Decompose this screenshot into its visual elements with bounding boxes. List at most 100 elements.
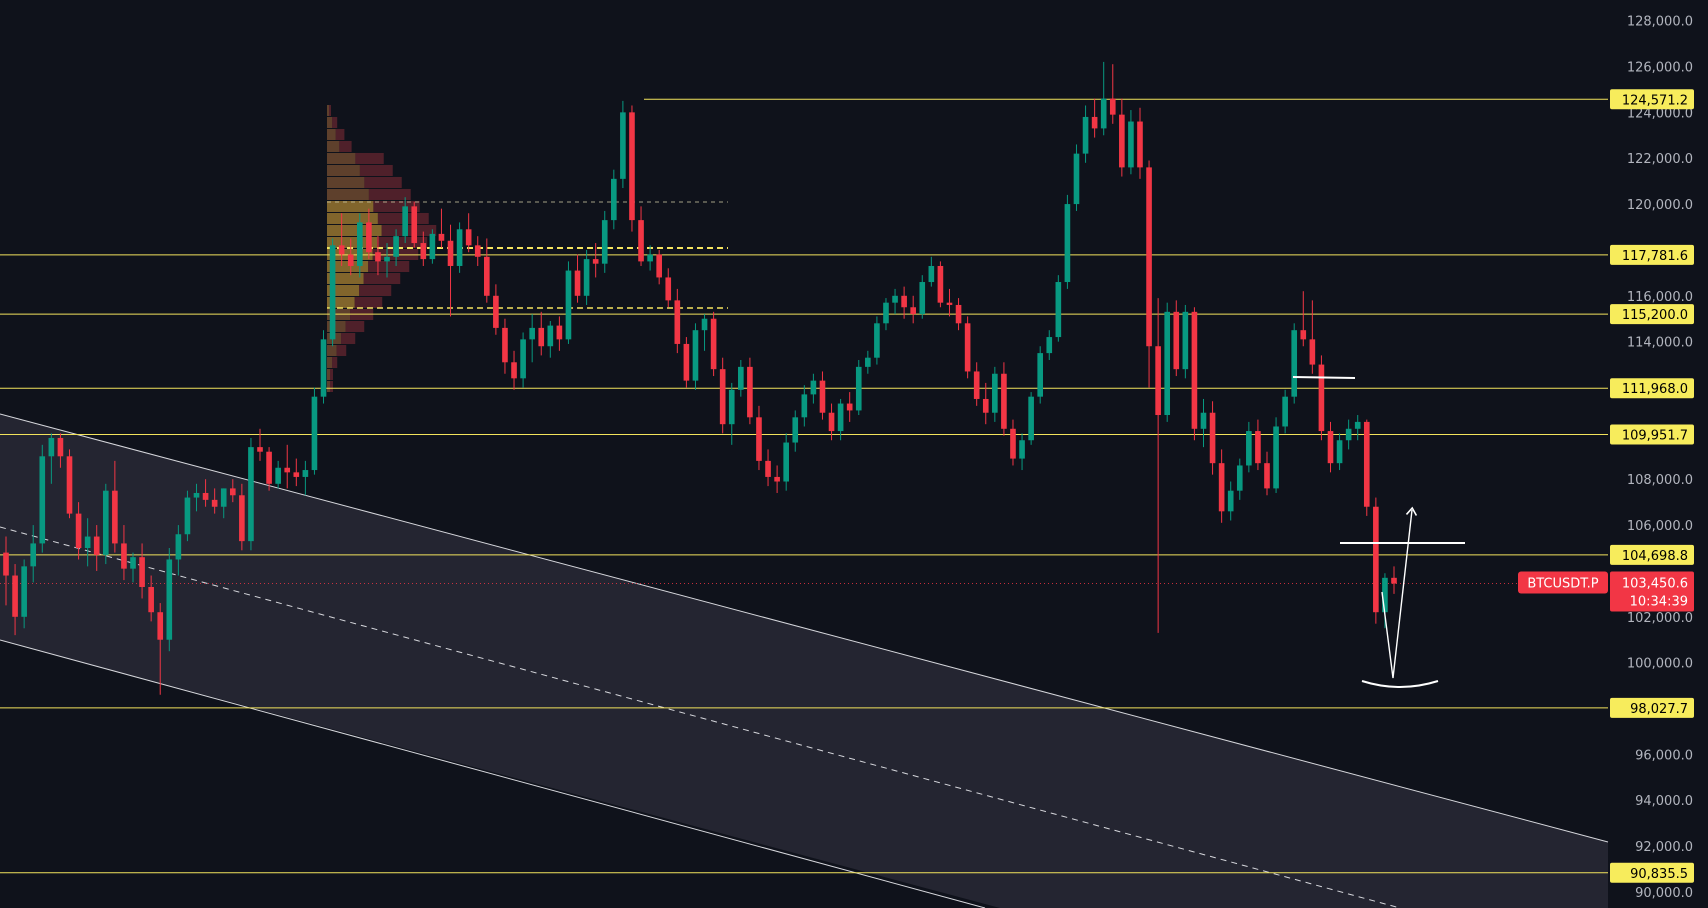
price-axis-tick: 126,000.0 [1627,60,1693,75]
candle-body [1345,428,1352,441]
candle-body [765,460,771,477]
candle-body [801,394,808,418]
candle-body [375,252,381,262]
current-price-label: 103,450.6 [1622,577,1688,592]
level-label-box [1610,697,1694,718]
candle-body [1091,116,1098,129]
candle-body [592,259,599,264]
vp-bar-down [336,345,347,356]
vp-bar-up [327,381,330,392]
price-axis-tick: 116,000.0 [1627,290,1693,305]
price-axis: 90,000.0 92,000.0 94,000.0 96,000.0 100,000.… [1610,15,1694,901]
candle-body [1227,490,1234,512]
candle-body [311,396,318,471]
level-label-box [1610,424,1694,445]
candle-body [474,245,481,257]
candle-body [157,612,164,640]
candle-body [520,339,526,379]
candle-body [266,451,272,484]
vp-bar-down [364,177,402,188]
channel-lower-line [0,639,986,908]
candle-body [293,472,300,477]
vp-bar-up [327,189,369,200]
candle-body [329,245,336,340]
candle-body [1373,506,1379,613]
candle-body [456,229,463,266]
candle-body [1354,421,1361,429]
candle-body [683,343,690,381]
level-label-box [1610,862,1694,883]
current-price-box [1610,571,1694,612]
vp-bar-down [368,261,410,272]
candle-body [901,295,907,308]
candle-body [1327,431,1334,464]
candle-body [112,490,118,544]
candle-body [1064,204,1071,283]
price-axis-tick: 96,000.0 [1635,748,1693,763]
candle-body [1119,114,1125,168]
projection-arrow [1381,506,1418,679]
candle-body [611,178,617,221]
candle-body [747,366,753,418]
candle-body [855,366,862,411]
candle-body [946,302,953,305]
candle-body [1363,421,1370,507]
vp-bar-down [354,297,383,308]
vp-bar-down [359,165,393,176]
drawings [1292,376,1465,688]
vp-bar-up [327,177,365,188]
candle-body [239,495,245,542]
candle-body [547,325,554,347]
vp-bar-up [327,345,337,356]
candle-body [783,442,789,482]
candle-body [665,277,672,301]
candle-body [982,398,989,413]
candle-body [819,380,826,413]
price-axis-tick: 120,000.0 [1627,198,1693,213]
candle-body [538,327,545,347]
vp-bar-down [330,381,333,392]
vp-bar-down [363,273,401,284]
vp-bar-up [327,321,346,332]
candle-body [121,543,127,569]
bar-countdown-label: 10:34:39 [1630,595,1688,610]
candle-body [910,307,917,315]
candle-body [892,295,898,303]
vp-bar-up [327,153,356,164]
candle-body [1255,431,1261,464]
candle-body [1073,153,1080,205]
price-axis-tick: 90,000.0 [1635,886,1693,901]
vp-bar-down [332,117,338,128]
level-label: 115,200.0 [1622,308,1688,323]
candle-body [955,304,962,324]
current-price-marker: BTCUSDT.P 103,450.6 10:34:39 [1518,571,1694,612]
candle-body [1382,577,1388,613]
vp-bar-down [332,357,338,368]
vp-bar-up [327,117,333,128]
candle-body [193,492,200,498]
vp-bar-down [355,153,384,164]
candle-body [1236,465,1243,491]
price-axis-tick: 122,000.0 [1627,152,1693,167]
candle-body [148,586,154,613]
candle-body [1209,412,1216,464]
candle-body [420,243,427,260]
candle-body [284,467,291,473]
vp-bar-up [327,141,340,152]
candle-body [1309,339,1316,365]
bottom-arc [1361,680,1439,688]
candle-body [411,206,418,244]
candle-body [347,254,354,266]
candle-body [493,295,499,328]
vp-bar-up [327,201,374,212]
candle-body [837,403,844,432]
level-label-box [1610,378,1694,399]
candle-body [792,417,799,443]
candle-body [356,222,363,266]
candle-body [1010,428,1016,459]
vp-bar-up [327,273,364,284]
candle-body [438,233,445,241]
level-label: 124,571.2 [1622,93,1688,108]
